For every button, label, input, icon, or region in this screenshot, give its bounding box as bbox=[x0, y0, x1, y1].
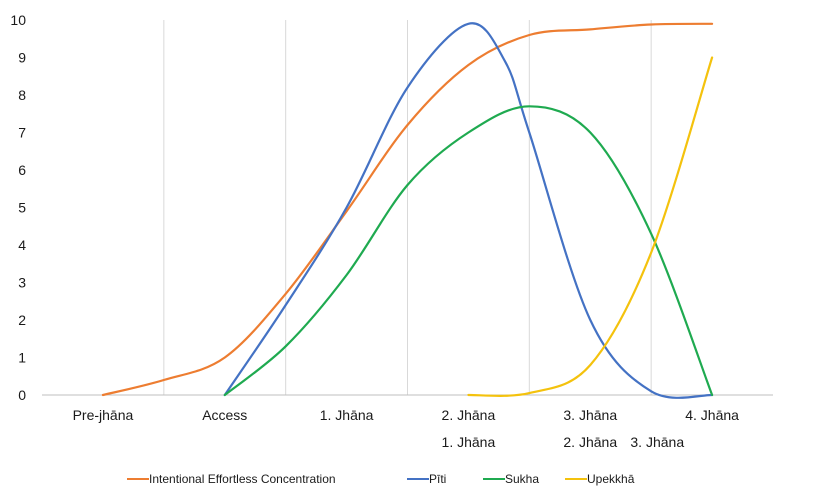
series-line-p-ti bbox=[223, 22, 714, 399]
y-tick-label: 2 bbox=[18, 312, 26, 328]
y-tick-label: 8 bbox=[18, 87, 26, 103]
grid-lines bbox=[163, 20, 652, 395]
y-tick-label: 10 bbox=[10, 12, 26, 28]
series-line-intentional-effortless-concentration bbox=[101, 22, 714, 397]
x-tick-sublabel: 1. Jhāna bbox=[442, 434, 496, 450]
legend-label: Sukha bbox=[505, 472, 539, 486]
y-axis-ticks: 0 1 2 3 4 5 6 7 8 9 10 bbox=[10, 12, 26, 403]
series-line-upekkh bbox=[467, 56, 714, 397]
x-tick-sublabel: 3. Jhāna bbox=[630, 434, 684, 450]
legend-label: Intentional Effortless Concentration bbox=[149, 472, 336, 486]
x-tick-label: Pre-jhāna bbox=[73, 407, 134, 423]
x-tick-label: 2. Jhāna bbox=[442, 407, 496, 423]
y-tick-label: 6 bbox=[18, 162, 26, 178]
series-line-sukha bbox=[223, 105, 714, 397]
x-tick-sublabel: 2. Jhāna bbox=[563, 434, 617, 450]
y-tick-label: 3 bbox=[18, 275, 26, 291]
legend: Intentional Effortless Concentration Pīti… bbox=[127, 472, 635, 486]
y-tick-label: 4 bbox=[18, 237, 26, 253]
legend-label: Upekkhā bbox=[587, 472, 635, 486]
y-tick-label: 5 bbox=[18, 200, 26, 216]
x-tick-label: 1. Jhāna bbox=[320, 407, 374, 423]
x-tick-label: 4. Jhāna bbox=[685, 407, 739, 423]
y-tick-label: 0 bbox=[18, 387, 26, 403]
y-tick-label: 9 bbox=[18, 50, 26, 66]
legend-label: Pīti bbox=[429, 472, 446, 486]
x-axis-ticks: Pre-jhāna Access 1. Jhāna 2. Jhāna 3. Jhāna 4… bbox=[73, 407, 740, 450]
y-tick-label: 7 bbox=[18, 125, 26, 141]
x-tick-label: Access bbox=[202, 407, 247, 423]
x-tick-label: 3. Jhāna bbox=[563, 407, 617, 423]
y-tick-label: 1 bbox=[18, 350, 26, 366]
series-lines bbox=[101, 22, 714, 399]
